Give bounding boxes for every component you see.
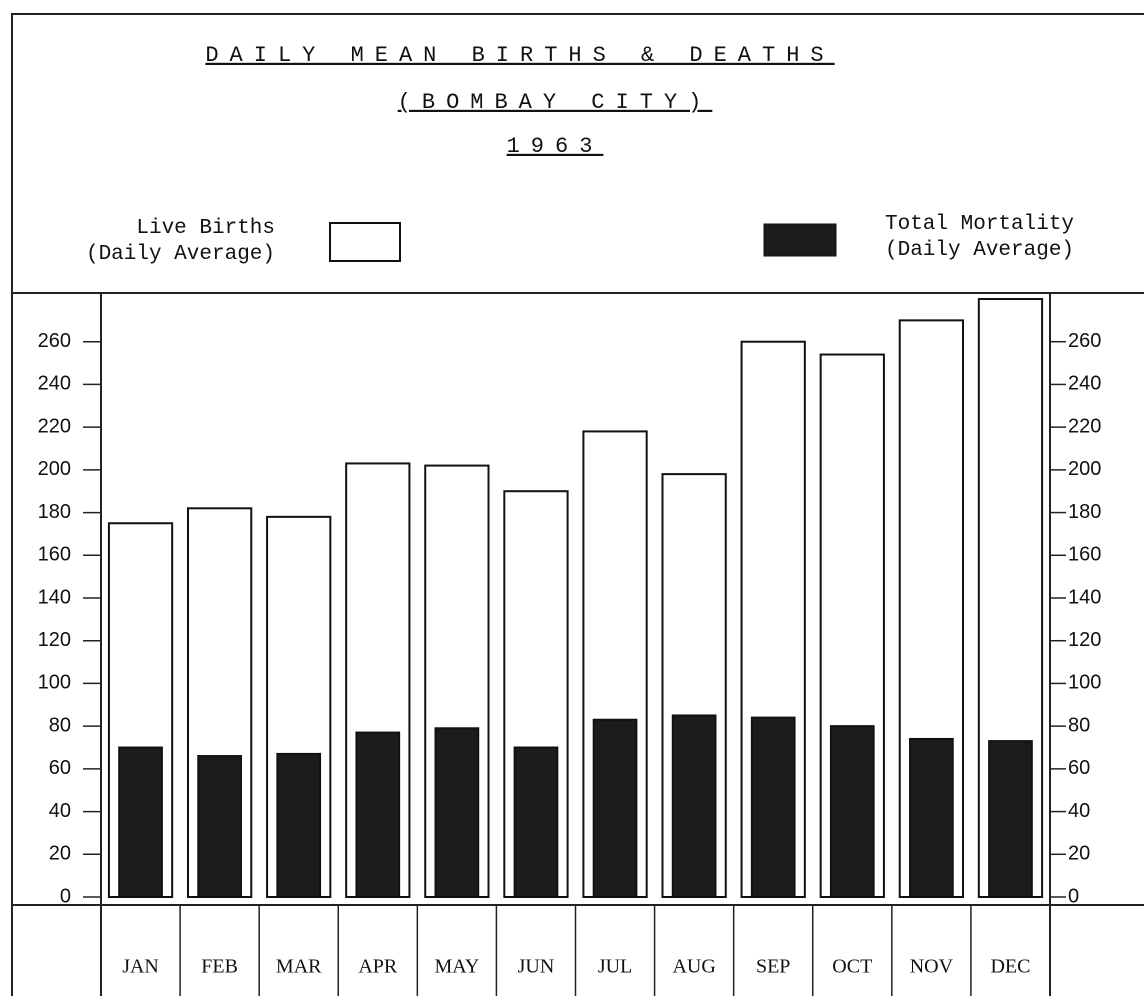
y-tick-label: 0 <box>60 885 71 907</box>
y-tick-label: 20 <box>49 843 71 865</box>
y2-tick-label: 220 <box>1068 415 1101 437</box>
x-tick-label: SEP <box>756 956 790 978</box>
y2-tick-label: 260 <box>1068 330 1101 352</box>
y-tick-label: 260 <box>38 330 71 352</box>
y2-tick-label: 140 <box>1068 586 1101 608</box>
legend-label: Total Mortality (Daily Average) <box>885 213 1075 262</box>
x-tick-label: NOV <box>910 956 954 978</box>
y-tick-label: 220 <box>38 415 71 437</box>
y-tick-label: 120 <box>38 629 71 651</box>
mortality-bar <box>513 746 559 898</box>
mortality-bar <box>434 727 480 898</box>
y-tick-label: 80 <box>49 714 71 736</box>
x-tick-label: JUL <box>598 956 632 978</box>
y2-tick-label: 240 <box>1068 373 1101 395</box>
x-tick-label: JUN <box>518 956 555 978</box>
y2-tick-label: 0 <box>1068 885 1079 907</box>
x-tick-label: MAY <box>434 956 479 978</box>
x-tick-label: AUG <box>672 956 715 978</box>
y-tick-label: 180 <box>38 501 71 523</box>
x-tick-label: JAN <box>122 956 159 978</box>
x-tick-label: OCT <box>832 956 872 978</box>
mortality-bar <box>829 725 875 899</box>
y2-tick-label: 120 <box>1068 629 1101 651</box>
legend-label: Live Births (Daily Average) <box>85 217 275 266</box>
y-tick-label: 40 <box>49 800 71 822</box>
y-tick-label: 240 <box>38 373 71 395</box>
mortality-bar <box>592 718 638 898</box>
legend-swatch <box>763 223 837 257</box>
mortality-bar <box>197 755 242 898</box>
mortality-bar <box>355 731 401 898</box>
y-tick-label: 60 <box>49 757 71 779</box>
y2-tick-label: 80 <box>1068 714 1090 736</box>
y2-tick-label: 40 <box>1068 800 1090 822</box>
y-tick-label: 140 <box>38 586 71 608</box>
y-tick-label: 100 <box>38 672 71 694</box>
mortality-bar <box>988 740 1033 898</box>
frame <box>11 13 1144 996</box>
y2-tick-label: 160 <box>1068 544 1101 566</box>
y-tick-label: 160 <box>38 544 71 566</box>
y2-tick-label: 200 <box>1068 458 1101 480</box>
mortality-bar <box>118 746 163 898</box>
x-tick-label: FEB <box>201 956 238 978</box>
y2-tick-label: 100 <box>1068 672 1101 694</box>
mortality-bar <box>671 714 717 899</box>
x-tick-label: MAR <box>276 956 322 978</box>
mortality-bar <box>276 752 322 899</box>
chart-subtitle: (BOMBAY CITY) <box>398 90 713 115</box>
legend-swatch <box>329 222 401 262</box>
y-tick-label: 200 <box>38 458 71 480</box>
mortality-bar <box>750 716 796 898</box>
mortality-bar <box>909 737 954 899</box>
chart-title: DAILY MEAN BIRTHS & DEATHS <box>205 43 834 68</box>
y2-tick-label: 20 <box>1068 843 1090 865</box>
chart-year: 1963 <box>507 134 604 159</box>
x-tick-label: APR <box>358 956 398 978</box>
y2-tick-label: 180 <box>1068 501 1101 523</box>
y2-tick-label: 60 <box>1068 757 1090 779</box>
x-tick-label: DEC <box>990 956 1030 978</box>
